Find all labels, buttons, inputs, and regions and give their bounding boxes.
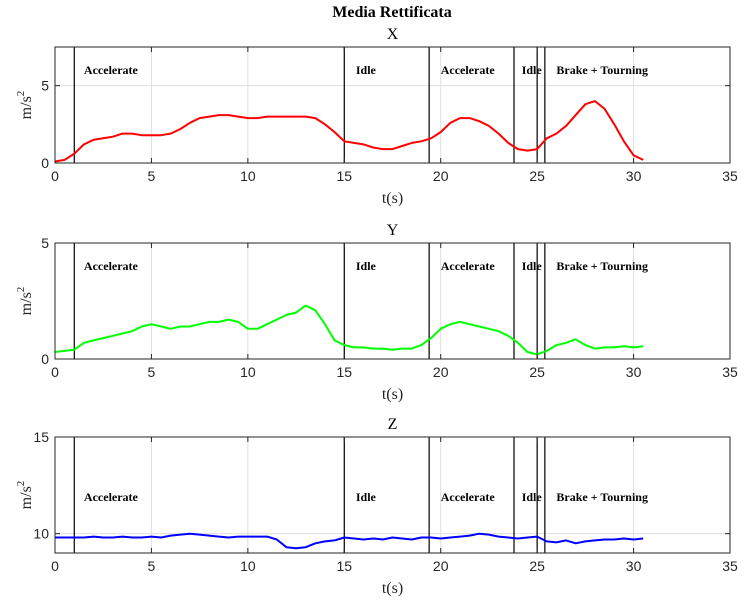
y-axis-label: m/s2	[15, 287, 35, 316]
x-tick-label: 30	[626, 558, 642, 574]
phase-label: Idle	[522, 490, 543, 504]
x-tick-label: 5	[148, 558, 156, 574]
x-tick-label: 35	[722, 364, 738, 380]
phase-label: Accelerate	[441, 490, 496, 504]
x-axis-label: t(s)	[382, 190, 403, 207]
x-tick-label: 10	[240, 168, 256, 184]
phase-label: Brake + Tourning	[556, 259, 648, 273]
phase-label: Idle	[522, 259, 543, 273]
x-tick-label: 25	[529, 364, 545, 380]
x-tick-label: 35	[722, 168, 738, 184]
x-tick-label: 30	[626, 364, 642, 380]
x-tick-label: 15	[336, 364, 352, 380]
axes-box	[54, 436, 731, 554]
x-tick-label: 20	[433, 168, 449, 184]
phase-label: Idle	[356, 490, 377, 504]
phase-label: Accelerate	[84, 259, 139, 273]
y-axis-unit-exponent: 2	[15, 481, 27, 487]
y-tick-label: 0	[41, 155, 49, 171]
x-tick-label: 10	[240, 558, 256, 574]
axes-box	[54, 46, 731, 164]
y-axis-unit-exponent: 2	[15, 287, 27, 293]
phase-label: Brake + Tourning	[556, 490, 648, 504]
x-axis-label: t(s)	[382, 386, 403, 403]
phase-label: Idle	[356, 63, 377, 77]
y-axis-unit: m/s	[18, 486, 35, 509]
x-tick-label: 0	[51, 364, 59, 380]
phase-label: Accelerate	[441, 259, 496, 273]
x-tick-label: 30	[626, 168, 642, 184]
series-line-x	[54, 100, 644, 163]
x-axis-label: t(s)	[382, 580, 403, 597]
y-tick-label: 5	[41, 235, 49, 251]
y-axis-unit: m/s	[18, 292, 35, 315]
y-tick-label: 0	[41, 351, 49, 367]
x-tick-label: 5	[148, 364, 156, 380]
x-tick-label: 20	[433, 558, 449, 574]
panel-title: Z	[388, 416, 398, 433]
phase-label: Brake + Tourning	[556, 63, 648, 77]
x-tick-label: 35	[722, 558, 738, 574]
phase-label: Accelerate	[84, 490, 139, 504]
y-tick-label: 15	[33, 429, 49, 445]
x-tick-label: 20	[433, 364, 449, 380]
y-axis-label: m/s2	[15, 91, 35, 120]
phase-label: Idle	[356, 259, 377, 273]
x-tick-label: 15	[336, 168, 352, 184]
y-tick-label: 10	[33, 526, 49, 542]
panel-z: 0 5 10 15 20 25 30 35 10 15 Accelerate Idle Accelera…	[15, 416, 738, 597]
panel-title: X	[387, 26, 399, 43]
y-axis-unit-exponent: 2	[15, 91, 27, 97]
panel-x: 0 5 10 15 20 25 30 35 0 5 Accelerate Idle Accelerate…	[15, 26, 738, 207]
x-tick-label: 25	[529, 558, 545, 574]
axes-box	[54, 242, 731, 360]
series-line-y	[54, 304, 644, 356]
y-axis-unit: m/s	[18, 96, 35, 119]
y-tick-label: 5	[41, 78, 49, 94]
x-tick-label: 10	[240, 364, 256, 380]
x-tick-label: 25	[529, 168, 545, 184]
phase-label: Accelerate	[441, 63, 496, 77]
y-axis-label: m/s2	[15, 481, 35, 510]
panel-y: 0 5 10 15 20 25 30 35 0 5 Accelerate Idle Accelerate…	[15, 222, 738, 403]
panel-title: Y	[387, 222, 399, 239]
phase-label: Idle	[522, 63, 543, 77]
x-tick-label: 0	[51, 558, 59, 574]
x-tick-label: 5	[148, 168, 156, 184]
x-tick-label: 0	[51, 168, 59, 184]
figure-title: Media Rettificata	[332, 4, 452, 21]
series-line-z	[55, 532, 644, 550]
phase-label: Accelerate	[84, 63, 139, 77]
x-tick-label: 15	[336, 558, 352, 574]
